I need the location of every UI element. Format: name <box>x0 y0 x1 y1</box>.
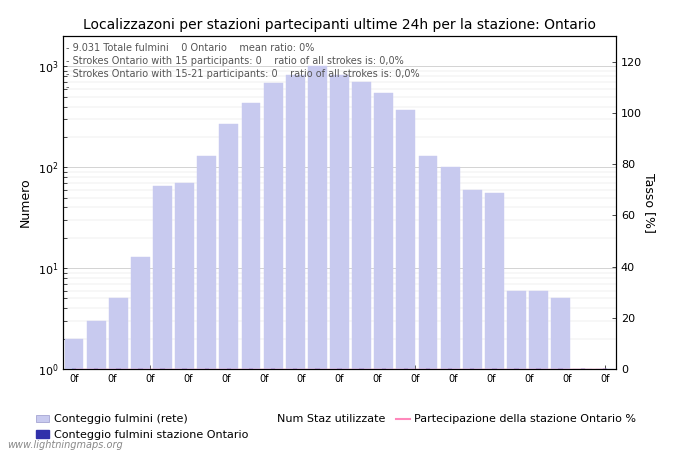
Bar <box>485 194 504 450</box>
Title: Localizzazoni per stazioni partecipanti ultime 24h per la stazione: Ontario: Localizzazoni per stazioni partecipanti … <box>83 18 596 32</box>
Bar <box>374 93 393 450</box>
Bar <box>308 66 327 450</box>
Bar <box>94 369 99 450</box>
Bar <box>552 298 570 450</box>
Y-axis label: Numero: Numero <box>19 178 32 227</box>
Bar <box>286 75 304 450</box>
Bar <box>382 369 386 450</box>
Bar <box>72 369 76 450</box>
Bar <box>426 369 430 450</box>
Bar <box>559 369 563 450</box>
Bar <box>315 369 320 450</box>
Bar <box>470 369 475 450</box>
Bar <box>536 369 541 450</box>
Bar <box>109 298 127 450</box>
Bar <box>448 369 452 450</box>
Bar <box>87 321 106 450</box>
Bar <box>153 186 172 450</box>
Bar <box>220 124 238 450</box>
Bar <box>396 110 415 450</box>
Bar <box>492 369 496 450</box>
Bar <box>337 369 342 450</box>
Bar <box>463 189 482 450</box>
Bar <box>529 291 548 450</box>
Bar <box>175 183 194 450</box>
Y-axis label: Tasso [%]: Tasso [%] <box>643 172 656 233</box>
Bar <box>204 369 209 450</box>
Bar <box>197 156 216 450</box>
Bar <box>264 83 283 450</box>
Bar <box>271 369 275 450</box>
Bar <box>441 167 459 450</box>
Bar <box>404 369 408 450</box>
Bar <box>227 369 231 450</box>
Bar <box>596 369 615 450</box>
Bar <box>183 369 187 450</box>
Bar <box>330 75 349 450</box>
Bar <box>241 104 260 450</box>
Bar <box>359 369 364 450</box>
Text: - 9.031 Totale fulmini    0 Ontario    mean ratio: 0%
- Strokes Ontario with 15 : - 9.031 Totale fulmini 0 Ontario mean ra… <box>66 43 419 92</box>
Bar <box>116 369 120 450</box>
Bar <box>603 369 607 450</box>
Bar <box>580 369 585 450</box>
Bar <box>573 369 592 450</box>
Bar <box>352 82 371 450</box>
Bar <box>131 256 150 450</box>
Bar <box>293 369 298 450</box>
Bar <box>514 369 519 450</box>
Bar <box>138 369 143 450</box>
Bar <box>160 369 164 450</box>
Legend: Conteggio fulmini (rete), Conteggio fulmini stazione Ontario, Num Staz utilizzat: Conteggio fulmini (rete), Conteggio fulm… <box>32 410 640 445</box>
Bar <box>248 369 253 450</box>
Bar <box>419 156 438 450</box>
Text: www.lightningmaps.org: www.lightningmaps.org <box>7 440 122 450</box>
Bar <box>507 291 526 450</box>
Bar <box>64 339 83 450</box>
